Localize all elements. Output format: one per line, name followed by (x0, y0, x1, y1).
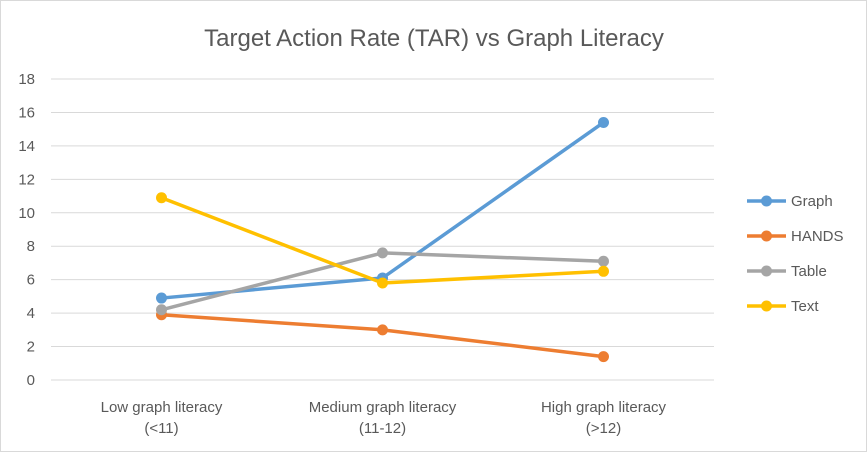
y-tick-label: 16 (18, 104, 35, 121)
x-category-label: (<11) (144, 420, 178, 437)
legend-marker (761, 300, 772, 312)
legend-item: Table (747, 263, 827, 280)
y-tick-label: 8 (27, 238, 35, 255)
series-line (159, 195, 606, 285)
x-category-label: Low graph literacy (101, 399, 223, 416)
y-tick-label: 14 (18, 138, 35, 155)
x-category-label: High graph literacy (541, 399, 667, 416)
series-line (159, 120, 606, 300)
y-tick-label: 18 (18, 71, 35, 88)
data-point (156, 292, 167, 304)
data-point (598, 255, 609, 267)
data-point (377, 324, 388, 336)
series-line (159, 313, 606, 359)
legend-item: Graph (747, 193, 833, 210)
y-tick-label: 4 (27, 305, 35, 322)
series-hands (156, 309, 609, 363)
series-table (156, 247, 609, 316)
y-tick-label: 0 (27, 372, 35, 389)
legend-label: Table (791, 263, 827, 280)
x-category-label: Medium graph literacy (309, 399, 457, 416)
data-point (598, 265, 609, 277)
data-point (156, 304, 167, 316)
legend-marker (761, 195, 772, 207)
data-point (377, 277, 388, 289)
legend-marker (761, 230, 772, 242)
chart-title: Target Action Rate (TAR) vs Graph Litera… (204, 25, 664, 52)
data-point (377, 247, 388, 259)
data-point (598, 116, 609, 128)
x-category-label: (11-12) (359, 420, 406, 437)
legend-item: HANDS (747, 228, 844, 245)
legend-label: Graph (791, 193, 833, 210)
data-point (156, 192, 167, 204)
y-tick-label: 10 (18, 205, 35, 222)
legend: Graph HANDS Table Text (747, 193, 844, 315)
x-category-label: (>12) (586, 420, 621, 437)
legend-label: HANDS (791, 228, 844, 245)
series-lines (156, 116, 609, 363)
legend-label: Text (791, 298, 819, 315)
x-axis-category-labels: Low graph literacy (<11) Medium graph lite… (101, 399, 667, 437)
series-text (156, 192, 609, 289)
data-point (598, 351, 609, 363)
y-axis-tick-labels: 0 2 4 6 8 10 12 14 16 18 (18, 71, 35, 389)
legend-item: Text (747, 298, 819, 315)
y-tick-label: 6 (27, 272, 35, 289)
y-tick-label: 12 (18, 171, 35, 188)
y-tick-label: 2 (27, 339, 35, 356)
legend-marker (761, 265, 772, 277)
